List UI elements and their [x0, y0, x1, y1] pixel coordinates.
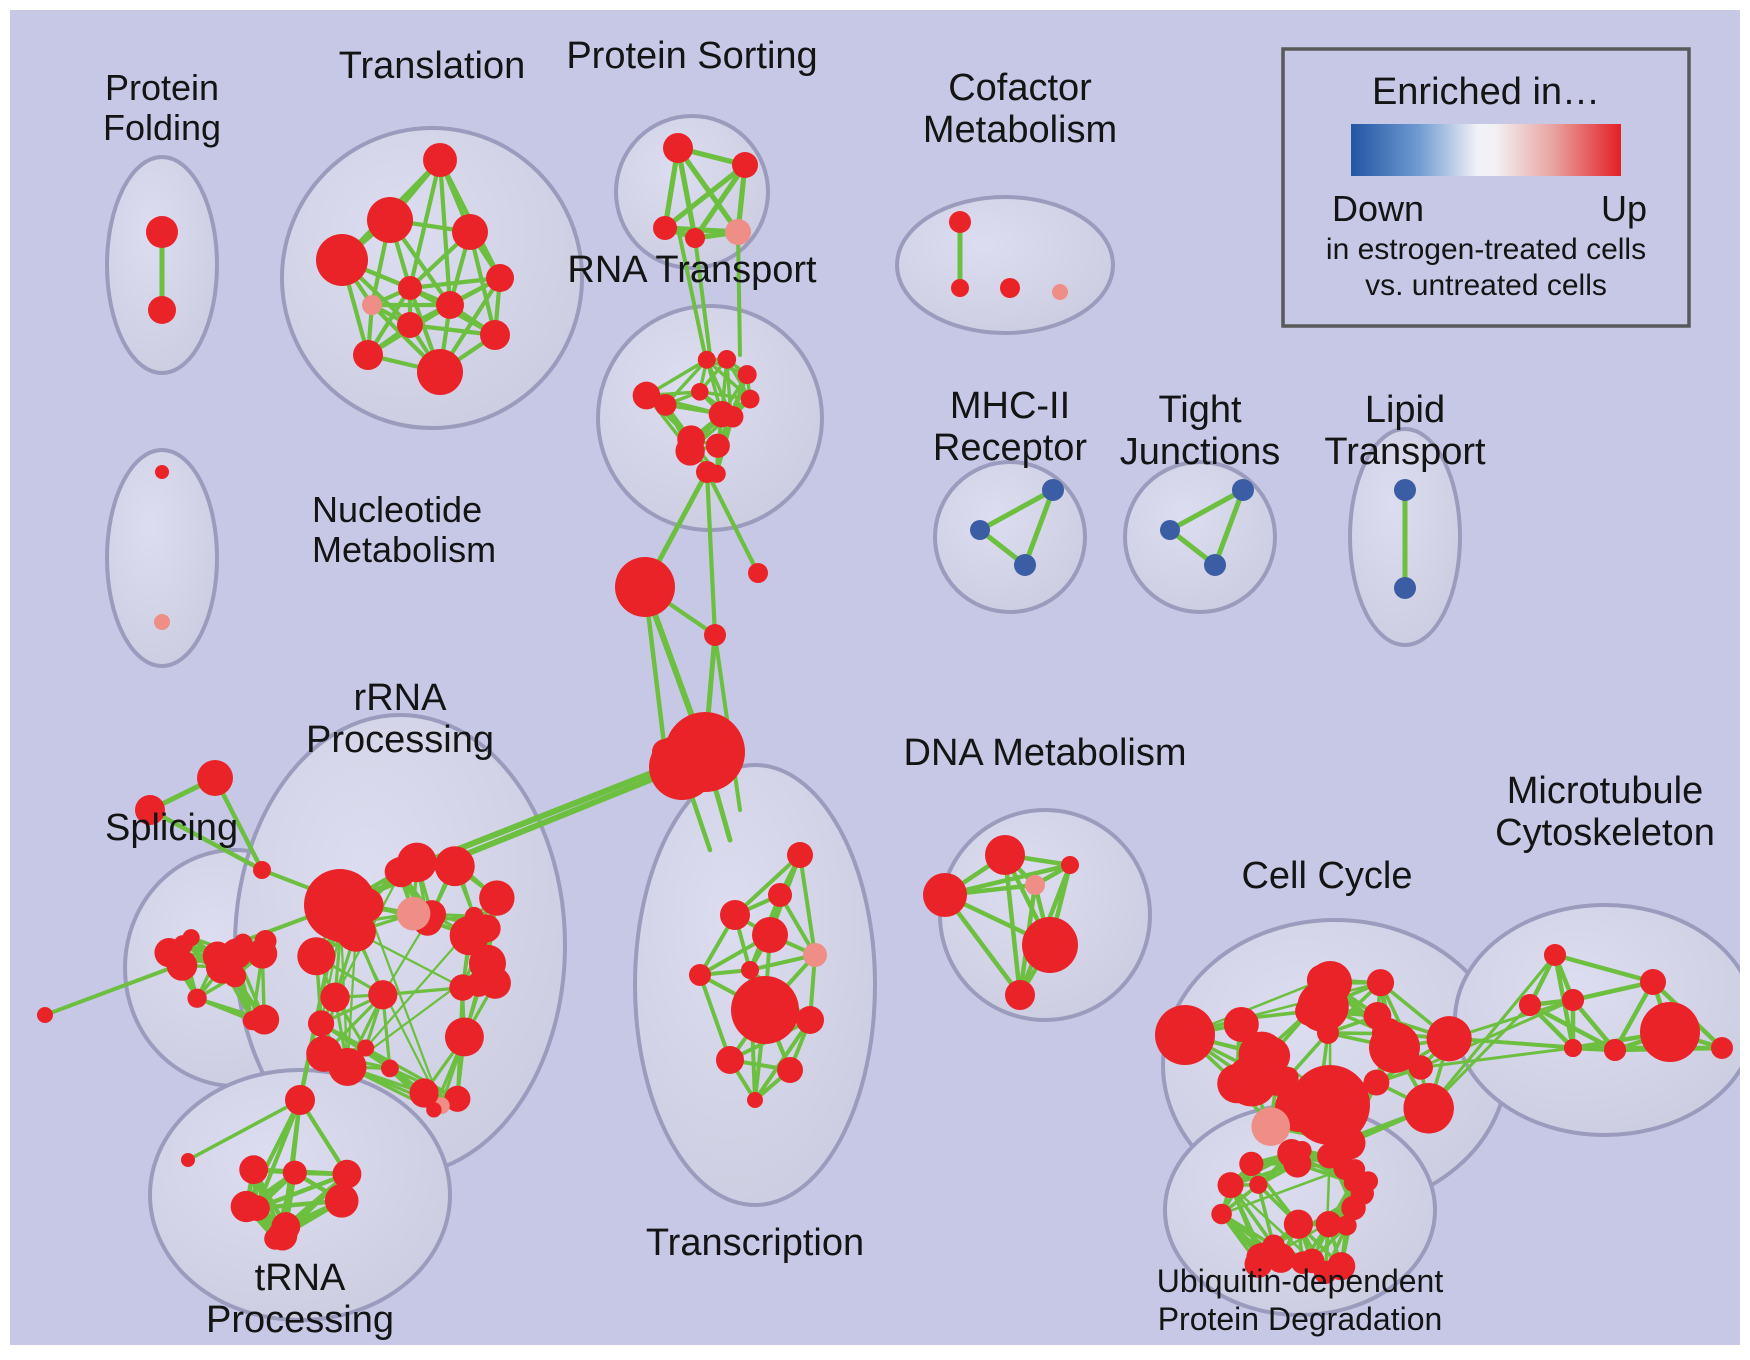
svg-text:Transcription: Transcription	[646, 1222, 864, 1264]
svg-text:vs. untreated cells: vs. untreated cells	[1365, 269, 1607, 302]
svg-text:Processing: Processing	[306, 719, 494, 761]
svg-text:Microtubule: Microtubule	[1507, 770, 1703, 812]
svg-text:Tight: Tight	[1158, 389, 1242, 431]
svg-text:Cytoskeleton: Cytoskeleton	[1495, 812, 1715, 854]
svg-text:rRNA: rRNA	[354, 677, 448, 719]
svg-text:Processing: Processing	[206, 1299, 394, 1341]
svg-text:Metabolism: Metabolism	[312, 529, 496, 570]
svg-text:Nucleotide: Nucleotide	[312, 489, 482, 530]
svg-text:Enriched in…: Enriched in…	[1372, 71, 1600, 113]
svg-text:DNA Metabolism: DNA Metabolism	[904, 732, 1187, 774]
svg-text:RNA Transport: RNA Transport	[567, 249, 817, 291]
svg-text:Cell Cycle: Cell Cycle	[1241, 855, 1412, 897]
svg-text:Metabolism: Metabolism	[923, 109, 1117, 151]
svg-text:Up: Up	[1601, 188, 1647, 229]
svg-text:Cofactor: Cofactor	[948, 67, 1092, 109]
svg-text:Lipid: Lipid	[1365, 389, 1445, 431]
svg-text:Splicing: Splicing	[105, 807, 238, 849]
svg-text:tRNA: tRNA	[255, 1257, 346, 1299]
svg-text:MHC-II: MHC-II	[950, 385, 1070, 427]
svg-text:Down: Down	[1332, 188, 1424, 229]
svg-text:Protein: Protein	[105, 67, 219, 108]
svg-text:Translation: Translation	[339, 45, 526, 87]
svg-text:in estrogen-treated cells: in estrogen-treated cells	[1326, 233, 1646, 266]
svg-text:Folding: Folding	[103, 107, 221, 148]
svg-text:Receptor: Receptor	[933, 427, 1088, 469]
svg-text:Junctions: Junctions	[1120, 431, 1281, 473]
svg-text:Protein Sorting: Protein Sorting	[566, 35, 817, 77]
svg-text:Protein Degradation: Protein Degradation	[1158, 1301, 1443, 1337]
svg-text:Ubiquitin-dependent: Ubiquitin-dependent	[1157, 1263, 1444, 1299]
svg-text:Transport: Transport	[1324, 431, 1486, 473]
